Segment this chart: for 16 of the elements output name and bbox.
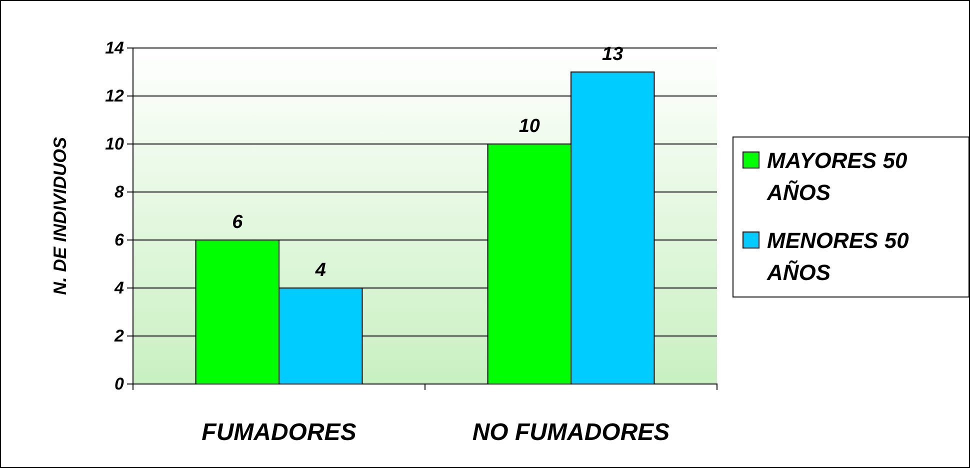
y-tick-label: 2 [114,326,125,346]
y-tick-label: 0 [114,374,125,394]
legend-label: MENORES 50 AÑOS [766,228,910,285]
y-tick-label: 12 [105,86,125,106]
y-tick-label: 14 [105,38,125,58]
x-tick-label: NO FUMADORES [472,419,670,446]
y-tick-label: 6 [114,230,125,250]
y-axis-title: N. DE INDIVIDUOS [50,136,70,296]
y-tick-label: 4 [114,278,125,298]
y-tick-label: 10 [105,134,125,154]
legend-label: MAYORES 50 AÑOS [766,148,908,205]
data-label: 6 [232,212,244,233]
data-label: 10 [518,116,540,137]
data-label: 4 [314,260,326,281]
y-tick-label: 8 [114,182,125,202]
x-tick-label: FUMADORES [202,419,356,446]
